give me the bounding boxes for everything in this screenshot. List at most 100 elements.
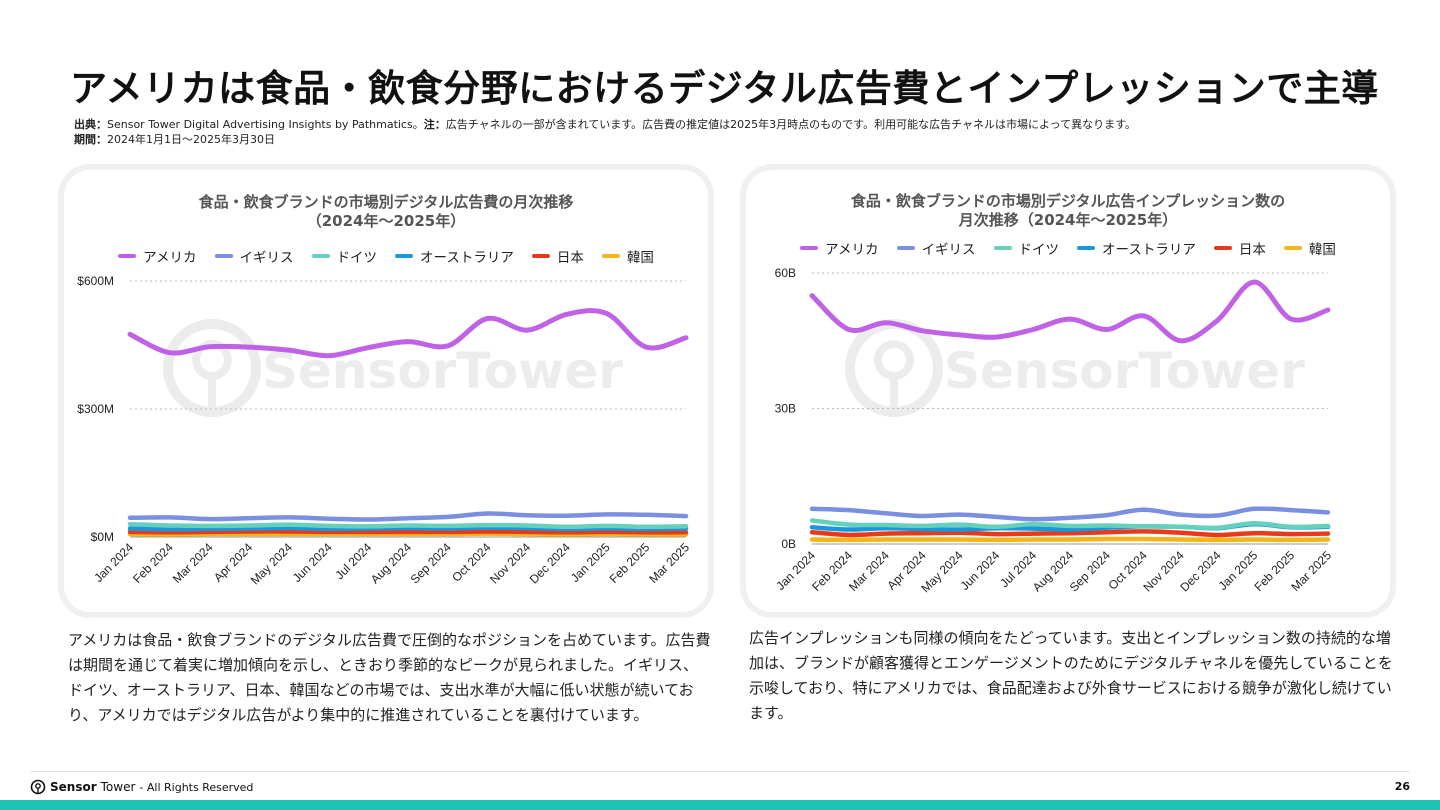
legend-item: ドイツ [993, 238, 1060, 258]
legend-swatch [896, 246, 915, 250]
y-tick-label: 0B [781, 537, 796, 551]
series-5-line [809, 536, 1331, 543]
legend-label: 韓国 [1308, 242, 1336, 258]
legend-item: 日本 [1213, 238, 1266, 258]
legend-swatch [601, 254, 620, 258]
source-label: 出典： [74, 118, 107, 131]
page-title: アメリカは食品・飲食分野におけるデジタル広告費とインプレッションで主導 [70, 67, 1379, 110]
x-tick-label: Feb 2025 [607, 540, 653, 586]
y-tick-label: $600M [77, 274, 114, 288]
x-tick-label: Sep 2024 [408, 540, 454, 586]
legend-item: オーストラリア [1077, 238, 1196, 258]
footer-rights: - All Rights Reserved [139, 780, 254, 794]
footer-brand-tower: Tower [100, 780, 136, 794]
x-tick-label: Dec 2024 [527, 540, 573, 586]
impressions-legend: アメリカ イギリス ドイツ オーストラリア 日本 韓国 [746, 238, 1390, 258]
x-tick-label: Jun 2024 [290, 540, 335, 585]
footer-divider [30, 771, 1410, 772]
legend-label: オーストラリア [420, 250, 514, 266]
legend-swatch [311, 254, 330, 258]
sensortower-logo-icon [30, 779, 46, 795]
y-tick-label: $0M [91, 530, 114, 544]
watermark: SensorTower [845, 319, 1305, 417]
period-label: 期間： [74, 133, 107, 146]
y-tick-label: 30B [775, 402, 796, 416]
impressions-chart-title: 食品・飲食ブランドの市場別デジタル広告インプレッション数の 月次推移（2024年… [746, 192, 1390, 230]
series-0-line [127, 308, 689, 359]
series-3-line [127, 525, 689, 532]
watermark: SensorTower [163, 319, 623, 417]
legend-label: オーストラリア [1102, 242, 1196, 258]
legend-label: 韓国 [626, 250, 654, 266]
series-1-line [127, 511, 689, 522]
y-tick-label: $300M [77, 402, 114, 416]
legend-label: 日本 [556, 250, 584, 266]
x-tick-label: Jun 2024 [958, 548, 1003, 593]
note-text: 広告チャネルの一部が含まれています。広告費の推定値は2025年3月時点のものです… [445, 118, 1136, 131]
legend-item: 韓国 [1283, 238, 1336, 258]
x-tick-label: Dec 2024 [1177, 548, 1223, 594]
legend-label: イギリス [921, 242, 976, 258]
legend-label: ドイツ [1018, 242, 1060, 258]
x-tick-label: Mar 2025 [1288, 548, 1334, 594]
legend-swatch [800, 246, 819, 250]
x-tick-label: Jan 2025 [568, 540, 613, 585]
footer-brand-sensor: Sensor [50, 780, 97, 794]
legend-swatch [1077, 246, 1095, 250]
legend-item: イギリス [214, 246, 294, 266]
x-tick-label: Mar 2024 [846, 548, 892, 594]
legend-item: イギリス [896, 238, 976, 258]
impressions-chart-title-line2: 月次推移（2024年〜2025年） [958, 211, 1178, 229]
x-tick-label: Nov 2024 [487, 540, 533, 586]
watermark-text: SensorTower [944, 342, 1305, 400]
legend-item: 日本 [531, 246, 584, 266]
ad-spend-chart-card: 食品・飲食ブランドの市場別デジタル広告費の月次推移 （2024年〜2025年） … [64, 170, 708, 612]
legend-label: アメリカ [143, 250, 197, 266]
x-tick-label: May 2024 [248, 540, 295, 587]
legend-swatch [531, 254, 550, 258]
source-text: Sensor Tower Digital Advertising Insight… [107, 118, 424, 131]
x-tick-label: Mar 2025 [646, 540, 692, 586]
legend-swatch [1283, 246, 1302, 250]
legend-label: アメリカ [825, 242, 879, 258]
y-tick-label: 60B [775, 266, 796, 280]
impressions-chart-card: 食品・飲食ブランドの市場別デジタル広告インプレッション数の 月次推移（2024年… [746, 170, 1390, 612]
legend-swatch [395, 254, 413, 258]
ad-spend-chart-title: 食品・飲食ブランドの市場別デジタル広告費の月次推移 （2024年〜2025年） [64, 193, 708, 231]
legend-item: オーストラリア [395, 246, 514, 266]
watermark-text: SensorTower [262, 342, 623, 400]
legend-label: イギリス [239, 250, 294, 266]
x-tick-label: Feb 2024 [130, 540, 176, 586]
series-2-line [127, 521, 689, 530]
legend-item: 韓国 [601, 246, 654, 266]
x-tick-label: Sep 2024 [1067, 548, 1113, 594]
x-tick-label: Aug 2024 [368, 540, 414, 586]
series-2-line [809, 518, 1331, 531]
impressions-chart-title-line1: 食品・飲食ブランドの市場別デジタル広告インプレッション数の [850, 192, 1286, 210]
legend-swatch [993, 246, 1012, 250]
bottom-accent-bar [0, 800, 1440, 810]
legend-item: アメリカ [118, 246, 197, 266]
ad-spend-description: アメリカは食品・飲食ブランドのデジタル広告費で圧倒的なポジションを占めています。… [68, 631, 711, 724]
page-number: 26 [1394, 780, 1410, 793]
note-label: 注： [423, 118, 446, 131]
x-tick-label: Jan 2024 [91, 540, 136, 585]
legend-label: ドイツ [336, 250, 378, 266]
ad-spend-chart-title-line2: （2024年〜2025年） [306, 212, 466, 230]
legend-swatch [214, 254, 233, 258]
series-0-line [809, 279, 1331, 344]
series-4-line [809, 529, 1331, 538]
legend-swatch [1213, 246, 1232, 250]
ad-spend-chart-title-line1: 食品・飲食ブランドの市場別デジタル広告費の月次推移 [198, 193, 574, 211]
period-text: 2024年1月1日〜2025年3月30日 [107, 133, 275, 146]
series-1-line [809, 506, 1331, 522]
x-tick-label: Mar 2024 [170, 540, 216, 586]
legend-item: ドイツ [311, 246, 378, 266]
impressions-description: 広告インプレッションも同様の傾向をたどっています。支出とインプレッション数の持続… [749, 629, 1393, 722]
source-note: 出典：Sensor Tower Digital Advertising Insi… [74, 117, 1136, 147]
series-4-line [127, 529, 689, 535]
ad-spend-legend: アメリカ イギリス ドイツ オーストラリア 日本 韓国 [64, 246, 708, 266]
legend-item: アメリカ [800, 238, 879, 258]
